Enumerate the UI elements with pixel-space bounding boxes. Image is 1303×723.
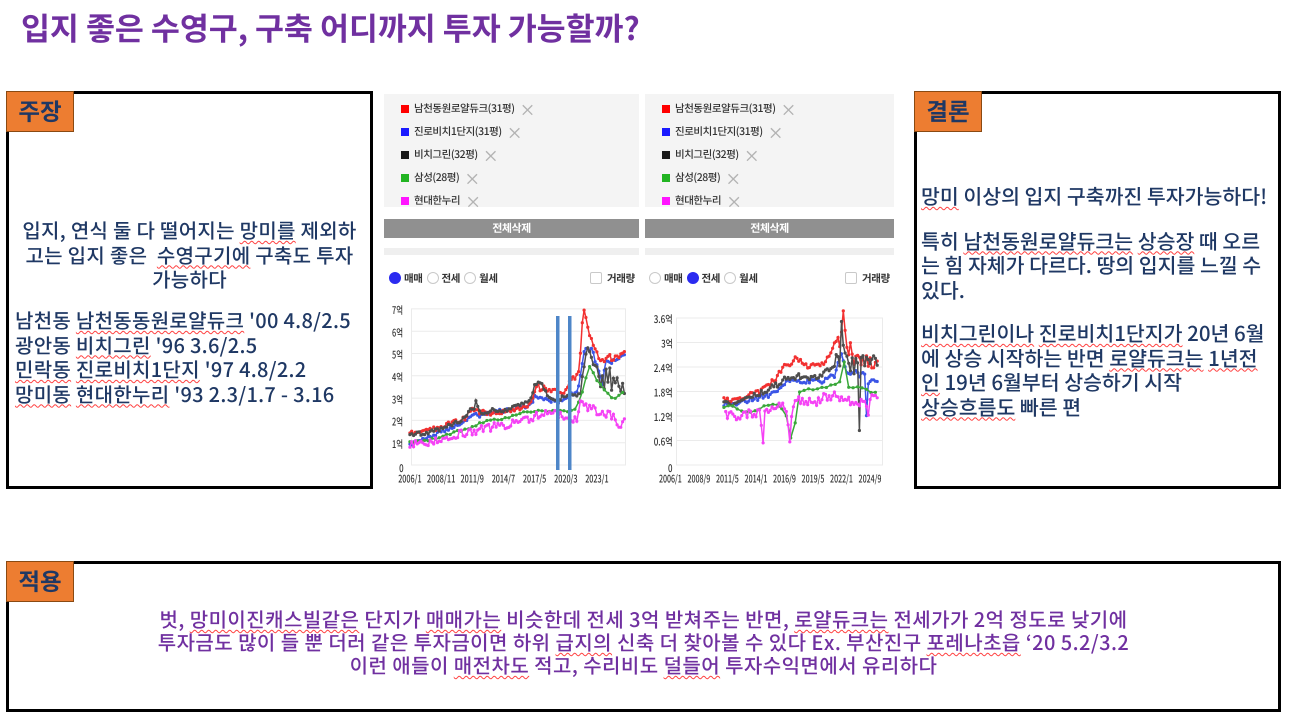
svg-text:2024/9: 2024/9 xyxy=(859,472,882,487)
svg-text:6억: 6억 xyxy=(392,325,403,340)
svg-text:1억: 1억 xyxy=(392,437,403,452)
svg-text:2011/5: 2011/5 xyxy=(716,472,739,487)
svg-text:3억: 3억 xyxy=(661,337,673,352)
svg-text:4억: 4억 xyxy=(392,370,403,385)
svg-text:0.6억: 0.6억 xyxy=(654,435,673,450)
svg-text:2011/9: 2011/9 xyxy=(461,472,484,487)
svg-text:3억: 3억 xyxy=(392,392,403,407)
svg-text:1.2억: 1.2억 xyxy=(654,410,673,425)
svg-text:2022/1: 2022/1 xyxy=(830,472,853,487)
svg-text:2008/11: 2008/11 xyxy=(427,472,456,487)
svg-text:2006/1: 2006/1 xyxy=(659,472,682,487)
svg-text:5억: 5억 xyxy=(392,348,403,363)
svg-text:7억: 7억 xyxy=(392,303,403,318)
svg-text:2017/5: 2017/5 xyxy=(523,472,546,487)
svg-text:2006/1: 2006/1 xyxy=(398,472,421,487)
svg-text:2008/9: 2008/9 xyxy=(687,472,710,487)
svg-text:0: 0 xyxy=(668,461,673,476)
svg-text:2016/9: 2016/9 xyxy=(773,472,796,487)
svg-text:2019/5: 2019/5 xyxy=(802,472,825,487)
svg-text:2억: 2억 xyxy=(392,415,403,430)
svg-text:2023/1: 2023/1 xyxy=(585,472,608,487)
svg-text:2014/1: 2014/1 xyxy=(745,472,768,487)
svg-text:1.8억: 1.8억 xyxy=(654,386,673,401)
svg-text:2020/3: 2020/3 xyxy=(554,472,577,487)
svg-text:2014/7: 2014/7 xyxy=(492,472,515,487)
svg-text:0: 0 xyxy=(399,461,404,476)
svg-text:2.4억: 2.4억 xyxy=(654,361,673,376)
svg-text:3.6억: 3.6억 xyxy=(654,312,673,327)
